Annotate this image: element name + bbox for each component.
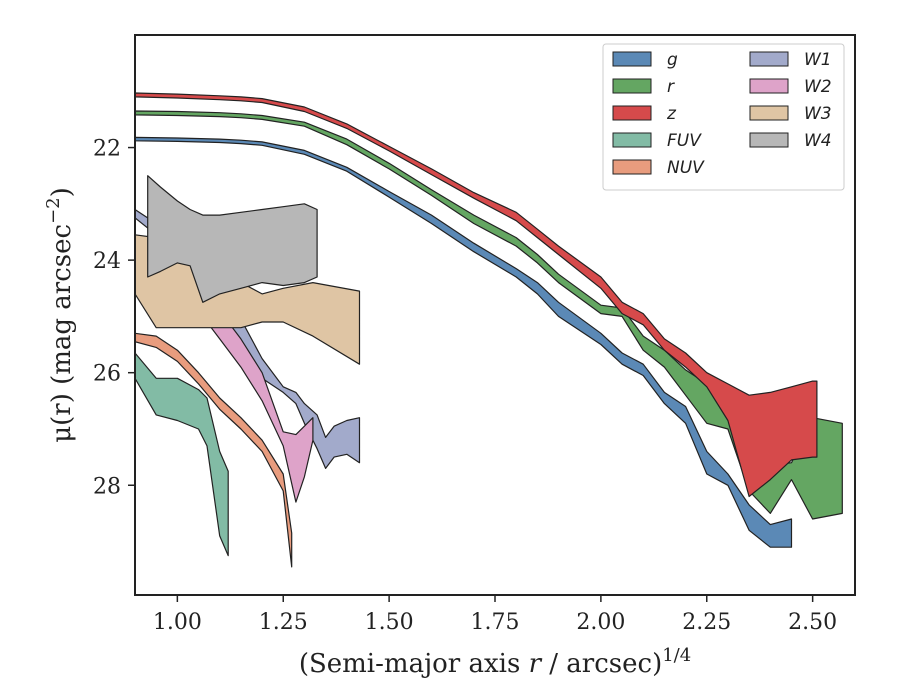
x-tick-label: 1.25 — [259, 610, 308, 635]
series-band-fuv — [135, 352, 229, 557]
y-tick-label: 28 — [93, 474, 121, 499]
x-tick-label: 2.25 — [682, 610, 731, 635]
legend-swatch-r — [612, 78, 652, 94]
plot-area — [135, 92, 843, 568]
x-tick-label: 1.50 — [365, 610, 414, 635]
y-axis-title: μ(r) (mag arcsec−2) — [43, 187, 77, 443]
legend-swatch-w1 — [749, 51, 789, 67]
x-tick-label: 2.50 — [788, 610, 837, 635]
series-band-g — [135, 136, 793, 548]
legend-label-fuv: FUV — [667, 131, 702, 151]
legend-label-w4: W4 — [804, 131, 832, 151]
legend-swatch-w3 — [749, 105, 789, 121]
legend-swatch-w4 — [749, 132, 789, 148]
y-tick-label: 22 — [93, 137, 121, 162]
y-tick-label: 26 — [93, 362, 121, 387]
x-tick-label: 2.00 — [576, 610, 625, 635]
legend-label-w3: W3 — [804, 104, 832, 124]
series-band-w4 — [147, 175, 318, 303]
series-band-nuv — [135, 332, 293, 568]
legend-swatch-nuv — [612, 159, 652, 175]
legend-label-r: r — [667, 77, 675, 97]
legend-label-w1: W1 — [804, 50, 832, 70]
x-tick-label: 1.75 — [471, 610, 520, 635]
legend-label-w2: W2 — [804, 77, 832, 97]
y-tick-label: 24 — [93, 249, 121, 274]
legend-swatch-w2 — [749, 78, 789, 94]
x-axis-title: (Semi-major axis r / arcsec)1/4 — [299, 645, 691, 679]
x-tick-label: 1.00 — [153, 610, 202, 635]
legend: grz FUV NUV W1 W2 W3 W4 — [602, 43, 845, 191]
legend-swatch-fuv — [612, 132, 652, 148]
legend-label-g: g — [667, 50, 678, 70]
legend-label-z: z — [666, 104, 677, 124]
legend-swatch-z — [612, 105, 652, 121]
series-band-z — [135, 92, 818, 498]
legend-label-nuv: NUV — [667, 158, 705, 178]
legend-swatch-g — [612, 51, 652, 67]
